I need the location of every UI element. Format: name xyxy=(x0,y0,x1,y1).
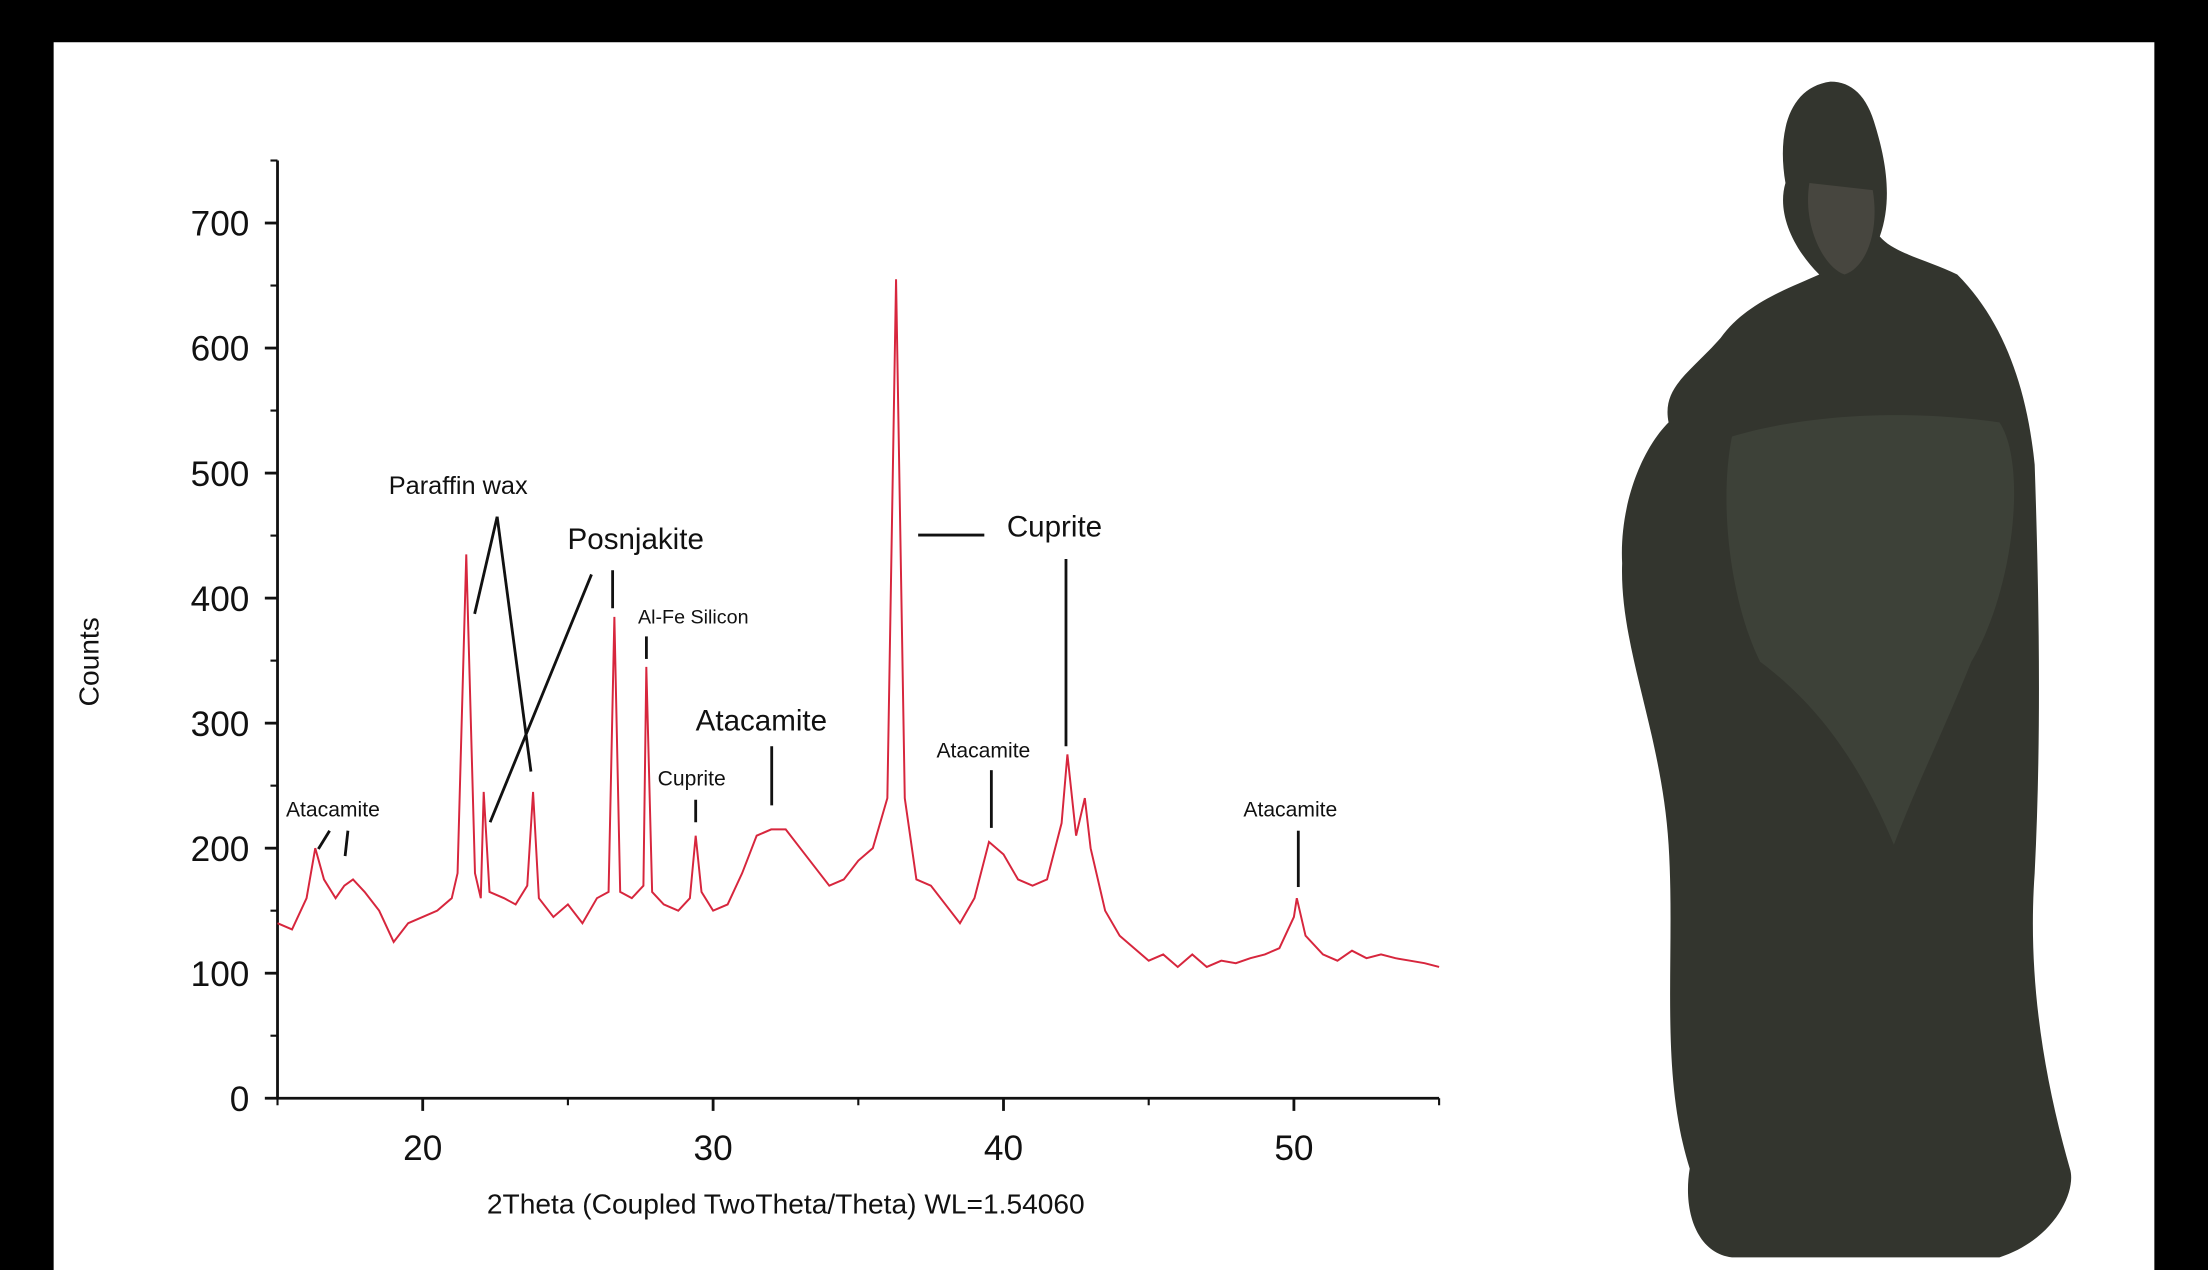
page: {"chart_data": {"type": "line", "x_label… xyxy=(0,0,2208,1270)
peak-annotation: Atacamite xyxy=(286,799,380,822)
peak-annotation: Cuprite xyxy=(1007,510,1102,543)
peak-annotation: Posnjakite xyxy=(568,523,704,556)
peak-annotation: Atacamite xyxy=(696,705,827,738)
y-tick-label: 100 xyxy=(191,955,250,994)
x-axis-label: 2Theta (Coupled TwoTheta/Theta) WL=1.540… xyxy=(487,1189,1085,1220)
peak-annotation: Cuprite xyxy=(658,768,726,791)
peak-annotation: Atacamite xyxy=(936,739,1030,762)
y-tick-label: 0 xyxy=(230,1080,250,1119)
y-axis-label: Counts xyxy=(74,617,105,706)
peak-annotation: Paraffin wax xyxy=(389,472,528,500)
x-tick-label: 30 xyxy=(694,1129,733,1168)
figure: 2Theta (Coupled TwoTheta/Theta) WL=1.540… xyxy=(0,0,2208,1270)
x-tick-label: 50 xyxy=(1274,1129,1313,1168)
x-tick-label: 40 xyxy=(984,1129,1023,1168)
x-tick-label: 20 xyxy=(403,1129,442,1168)
y-tick-label: 500 xyxy=(191,455,250,494)
y-tick-label: 300 xyxy=(191,705,250,744)
peak-annotation: Atacamite xyxy=(1243,799,1337,822)
y-tick-label: 700 xyxy=(191,205,250,244)
y-tick-label: 200 xyxy=(191,830,250,869)
y-tick-label: 400 xyxy=(191,580,250,619)
peak-annotation: Al-Fe Silicon xyxy=(638,607,749,629)
y-tick-label: 600 xyxy=(191,330,250,369)
